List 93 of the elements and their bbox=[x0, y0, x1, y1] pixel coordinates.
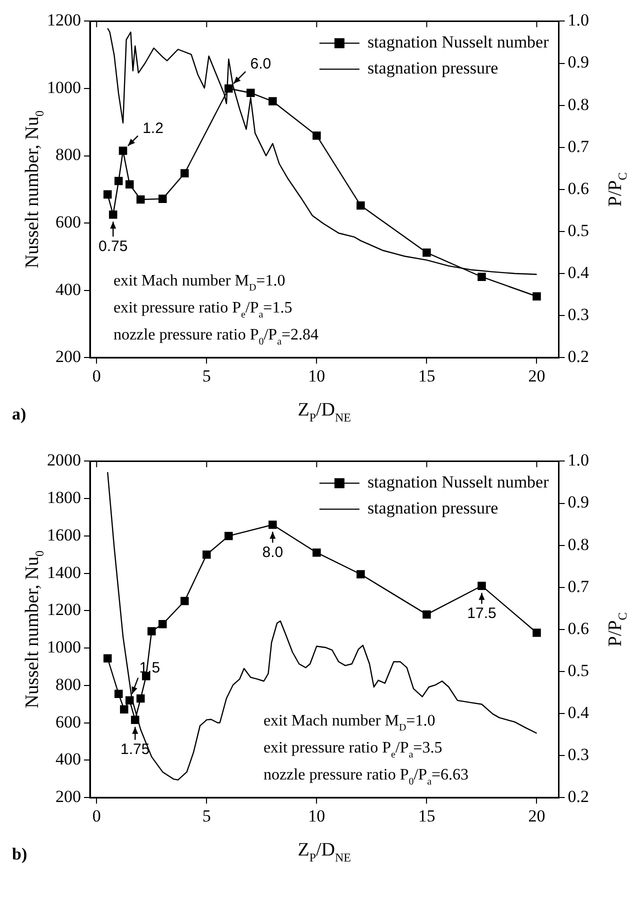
y-tick-label: 800 bbox=[56, 674, 81, 694]
annotation: 0.75 bbox=[98, 238, 128, 255]
point bbox=[158, 620, 167, 628]
y-tick-label: 400 bbox=[56, 750, 81, 769]
point bbox=[158, 194, 167, 203]
y-axis-title: Nusselt number, Nu0 bbox=[22, 550, 47, 708]
y2-tick-label: 0.3 bbox=[568, 305, 589, 324]
y-tick-label: 600 bbox=[56, 712, 81, 732]
point bbox=[108, 210, 118, 219]
y-tick-label: 200 bbox=[56, 347, 81, 366]
y2-tick-label: 0.2 bbox=[568, 787, 589, 806]
point bbox=[136, 195, 145, 204]
point bbox=[246, 88, 255, 97]
y2-tick-label: 0.4 bbox=[568, 262, 590, 282]
annotation: 17.5 bbox=[467, 604, 496, 622]
point bbox=[224, 532, 233, 540]
point bbox=[130, 716, 140, 724]
point bbox=[268, 520, 277, 529]
y2-tick-label: 1.0 bbox=[568, 450, 589, 470]
y-tick-label: 400 bbox=[56, 280, 81, 299]
x-tick-label: 0 bbox=[92, 366, 101, 386]
text: a) bbox=[12, 404, 26, 424]
y2-tick-label: 0.8 bbox=[568, 94, 589, 114]
y2-tick-label: 0.2 bbox=[568, 347, 589, 366]
point bbox=[532, 292, 541, 301]
y2-tick-label: 0.6 bbox=[568, 618, 589, 638]
y2-tick-label: 0.9 bbox=[568, 492, 589, 512]
x-tick-label: 15 bbox=[418, 366, 436, 386]
y2-axis-title: P/PC bbox=[604, 612, 630, 647]
text: b) bbox=[12, 844, 28, 864]
y-tick-label: 800 bbox=[56, 145, 81, 164]
y-tick-label: 1000 bbox=[47, 78, 81, 97]
annotation: 1.2 bbox=[142, 120, 164, 137]
y2-axis-title: P/PC bbox=[604, 172, 630, 207]
y-tick-label: 1400 bbox=[47, 562, 81, 582]
y-tick-label: 1200 bbox=[47, 600, 81, 620]
point bbox=[136, 694, 145, 703]
legend-label: stagnation Nusselt number bbox=[367, 32, 550, 52]
legend-label: stagnation Nusselt number bbox=[367, 472, 550, 492]
point bbox=[478, 272, 486, 281]
point bbox=[125, 180, 134, 188]
x-tick-label: 5 bbox=[202, 806, 211, 826]
point bbox=[103, 190, 112, 199]
x-tick-label: 5 bbox=[202, 366, 211, 386]
y-tick-label: 600 bbox=[56, 212, 81, 232]
legend-label: stagnation pressure bbox=[367, 58, 498, 78]
x-tick-label: 15 bbox=[418, 806, 436, 826]
x-tick-label: 10 bbox=[308, 806, 326, 826]
point bbox=[202, 550, 211, 559]
point bbox=[125, 696, 134, 705]
point bbox=[532, 628, 541, 637]
y2-tick-label: 0.7 bbox=[568, 136, 590, 156]
point bbox=[312, 548, 321, 557]
point bbox=[114, 176, 123, 186]
y-tick-label: 2000 bbox=[47, 450, 81, 470]
y2-tick-label: 1.0 bbox=[568, 10, 589, 30]
y2-tick-label: 0.4 bbox=[568, 702, 590, 722]
x-tick-label: 0 bbox=[92, 806, 101, 826]
y2-tick-label: 0.3 bbox=[568, 745, 589, 764]
point bbox=[114, 690, 123, 698]
y-tick-label: 1200 bbox=[47, 10, 81, 30]
x-tick-label: 20 bbox=[528, 806, 546, 826]
y-axis-title: Nusselt number, Nu0 bbox=[22, 110, 47, 268]
y-tick-label: 1800 bbox=[47, 488, 81, 508]
y2-tick-label: 0.9 bbox=[568, 52, 589, 72]
y-tick-label: 1000 bbox=[47, 638, 81, 657]
y-tick-label: 200 bbox=[56, 787, 81, 806]
y2-tick-label: 0.6 bbox=[568, 178, 589, 198]
annotation: 1.75 bbox=[120, 740, 150, 758]
point bbox=[422, 610, 431, 619]
point bbox=[224, 84, 233, 93]
point bbox=[478, 582, 486, 590]
y-tick-label: 1600 bbox=[47, 525, 81, 544]
point bbox=[120, 705, 128, 714]
point bbox=[118, 146, 128, 155]
y2-tick-label: 0.7 bbox=[568, 576, 590, 596]
point bbox=[356, 570, 365, 578]
y2-tick-label: 0.5 bbox=[568, 220, 589, 240]
point bbox=[103, 654, 112, 663]
point bbox=[180, 596, 189, 606]
x-tick-label: 10 bbox=[308, 366, 326, 386]
y2-tick-label: 0.8 bbox=[568, 534, 589, 554]
point bbox=[422, 248, 431, 257]
legend-label: stagnation pressure bbox=[367, 498, 498, 518]
point bbox=[312, 131, 321, 140]
point bbox=[180, 169, 189, 178]
point bbox=[268, 97, 277, 106]
annotation: 6.0 bbox=[250, 56, 272, 73]
annotation: 8.0 bbox=[262, 544, 284, 561]
x-tick-label: 20 bbox=[528, 366, 546, 386]
point bbox=[147, 627, 156, 636]
y2-tick-label: 0.5 bbox=[568, 660, 589, 680]
point bbox=[356, 201, 365, 210]
